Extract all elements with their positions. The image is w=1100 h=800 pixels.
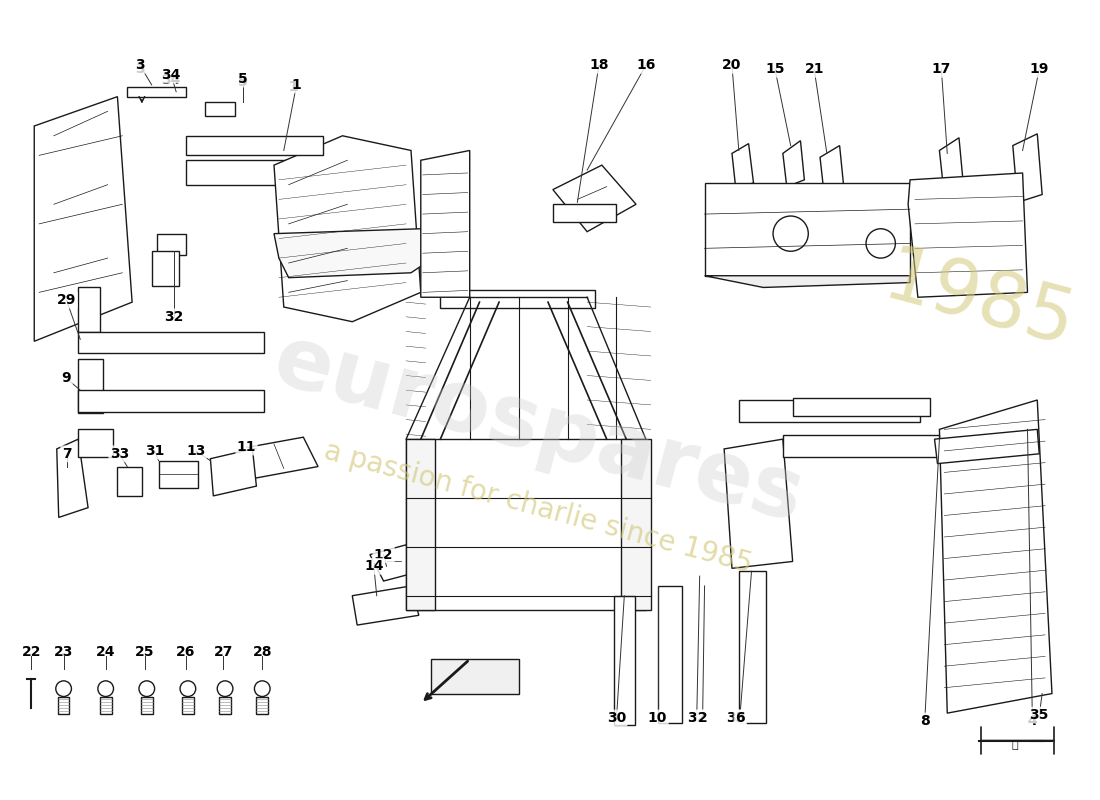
Bar [152,251,179,286]
Text: 17: 17 [932,62,952,76]
Text: 15: 15 [766,62,784,76]
Text: 33: 33 [726,711,746,725]
Text: 9: 9 [62,371,72,386]
Text: 34: 34 [162,73,180,87]
Bar [658,586,682,723]
Bar [783,435,939,457]
Polygon shape [724,439,793,568]
Text: eurospares: eurospares [264,318,812,540]
Polygon shape [250,437,318,478]
Polygon shape [34,97,132,342]
Bar [78,390,264,412]
Text: 1985: 1985 [876,242,1082,363]
Text: 13: 13 [186,444,206,458]
Polygon shape [352,586,419,625]
Bar [78,331,264,353]
Text: 10: 10 [648,711,668,725]
Text: 24: 24 [96,646,115,659]
Text: 12: 12 [374,548,394,562]
Text: 8: 8 [920,714,929,728]
Polygon shape [820,146,844,193]
Polygon shape [274,229,426,278]
Text: 28: 28 [253,646,272,659]
Text: 21: 21 [804,62,824,76]
Text: 25: 25 [135,646,155,659]
Text: 7: 7 [62,447,72,461]
Text: 14: 14 [364,559,384,574]
Bar [118,466,142,496]
Bar [158,461,198,488]
Polygon shape [783,141,804,186]
Bar [78,287,100,331]
Bar [440,290,595,308]
Bar [739,571,767,723]
Text: 1: 1 [292,78,301,92]
Polygon shape [939,400,1052,713]
Bar [186,136,323,155]
Bar [739,400,920,422]
Text: ⌒: ⌒ [1012,740,1019,750]
Polygon shape [732,144,754,190]
Text: 35: 35 [1030,708,1049,722]
Bar [100,697,111,714]
Bar [705,182,910,276]
Text: 20: 20 [723,58,741,72]
Bar [621,439,651,610]
Polygon shape [1013,134,1042,202]
Polygon shape [274,136,421,322]
Text: 18: 18 [590,58,608,72]
Text: 32: 32 [688,711,706,725]
Text: 19: 19 [1030,62,1049,76]
Text: 32: 32 [165,310,184,324]
Bar [206,102,235,116]
Bar [182,697,194,714]
Bar [406,439,646,610]
Text: 3: 3 [135,62,145,76]
Text: 1: 1 [288,80,298,94]
Text: 4: 4 [1027,714,1037,728]
Polygon shape [210,449,256,496]
Bar [128,87,186,97]
Bar [186,160,372,185]
Bar [406,439,436,610]
Text: 29: 29 [57,293,76,307]
Polygon shape [705,276,910,287]
Bar [430,659,518,694]
Text: 27: 27 [213,646,233,659]
Bar [57,697,69,714]
Text: 26: 26 [176,646,196,659]
Polygon shape [421,150,470,298]
Bar [78,430,112,457]
Text: 2: 2 [697,711,707,725]
Bar [553,204,616,222]
Polygon shape [553,165,636,232]
Text: 5: 5 [238,75,248,89]
Text: 11: 11 [236,440,256,454]
Text: 5: 5 [238,72,248,86]
Bar [256,697,268,714]
Polygon shape [939,138,962,186]
Text: 23: 23 [54,646,74,659]
Text: 30: 30 [607,711,626,725]
Text: 31: 31 [145,444,164,458]
Bar [141,697,153,714]
Text: 3: 3 [135,58,145,72]
Polygon shape [909,173,1027,298]
Text: 22: 22 [22,646,41,659]
Bar [78,359,102,413]
Bar [156,234,186,255]
Text: 6: 6 [735,711,745,725]
Polygon shape [57,439,88,518]
Bar [793,398,930,416]
Polygon shape [370,545,421,581]
Bar [219,697,231,714]
Bar [614,596,635,725]
Polygon shape [935,430,1040,464]
Text: 33: 33 [110,447,129,461]
Text: 34: 34 [162,68,180,82]
Text: a passion for charlie since 1985: a passion for charlie since 1985 [321,437,756,578]
Text: 16: 16 [636,58,656,72]
